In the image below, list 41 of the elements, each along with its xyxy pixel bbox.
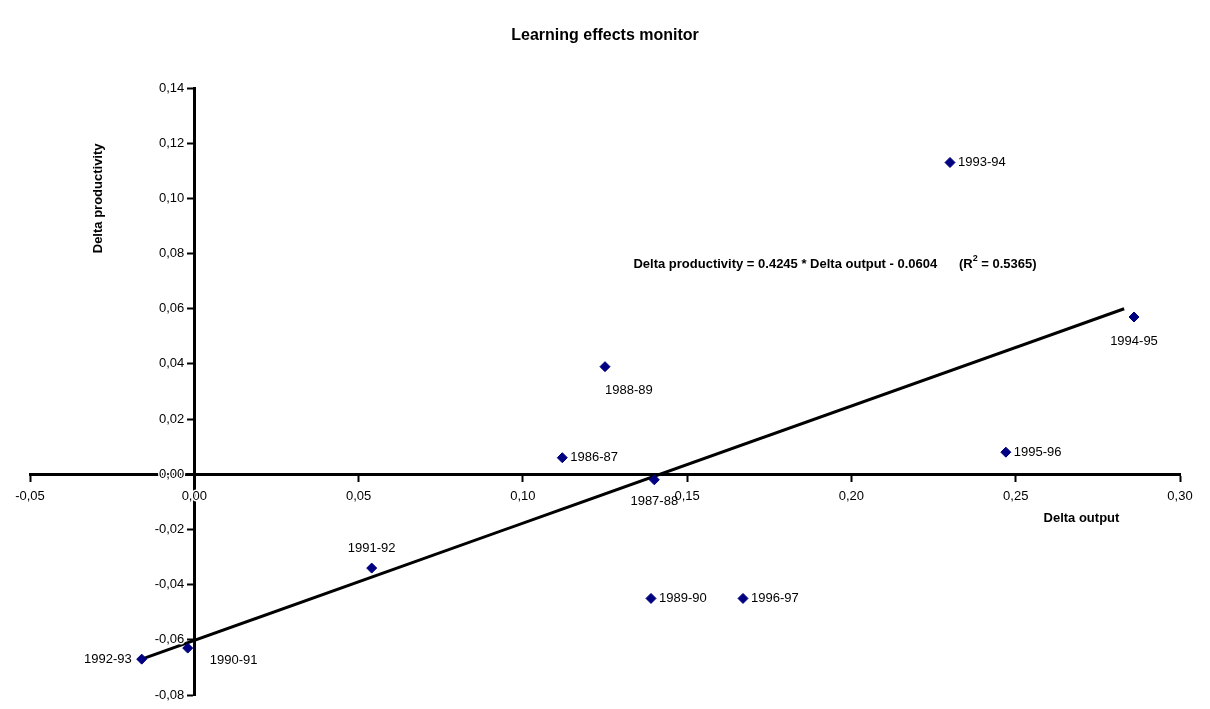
y-tick-label: 0,12 bbox=[158, 134, 185, 150]
data-label: 1991-92 bbox=[347, 539, 396, 555]
y-axis-title: Delta productivity bbox=[89, 142, 105, 254]
point bbox=[737, 592, 749, 604]
point bbox=[366, 562, 378, 574]
y-tick-label: 0,10 bbox=[158, 189, 185, 205]
x-tick-label: 0,05 bbox=[345, 487, 372, 503]
point bbox=[1128, 311, 1140, 323]
point bbox=[645, 592, 657, 604]
point bbox=[182, 642, 194, 654]
chart-title: Learning effects monitor bbox=[511, 26, 699, 44]
y-tick-label: 0,04 bbox=[158, 355, 185, 371]
x-tick-label: 0,25 bbox=[1003, 487, 1029, 503]
y-tick-label: 0,14 bbox=[158, 79, 185, 95]
data-label: 1992-93 bbox=[84, 650, 132, 666]
x-tick-label: -0,05 bbox=[15, 487, 45, 503]
y-tick-label: 0,06 bbox=[158, 300, 185, 316]
data-label: 1986-87 bbox=[570, 449, 618, 465]
data-label: 1988-89 bbox=[605, 382, 653, 398]
point bbox=[599, 361, 611, 373]
y-tick-label: -0,02 bbox=[154, 521, 185, 537]
x-tick-label: 0,20 bbox=[838, 487, 865, 503]
data-label: 1994-95 bbox=[1110, 332, 1158, 348]
y-tick-label: 0,02 bbox=[158, 410, 185, 426]
data-label: 1993-94 bbox=[958, 154, 1006, 170]
y-tick-label: -0,06 bbox=[154, 631, 185, 647]
point bbox=[1000, 446, 1012, 458]
y-tick-label: -0,08 bbox=[154, 686, 185, 702]
data-label: 1996-97 bbox=[751, 590, 799, 606]
x-tick-label: 0,10 bbox=[510, 487, 536, 503]
y-tick-label: 0,08 bbox=[158, 245, 185, 261]
data-label: 1995-96 bbox=[1013, 443, 1062, 459]
point bbox=[648, 474, 660, 486]
data-label: 1990-91 bbox=[209, 651, 258, 667]
x-axis-title: Delta output bbox=[1043, 509, 1121, 525]
x-tick-label: 0,30 bbox=[1167, 487, 1193, 503]
point bbox=[556, 452, 568, 464]
y-tick-label: -0,04 bbox=[154, 576, 185, 592]
data-label: 1989-90 bbox=[659, 590, 707, 606]
point bbox=[136, 653, 148, 665]
point bbox=[944, 157, 956, 168]
